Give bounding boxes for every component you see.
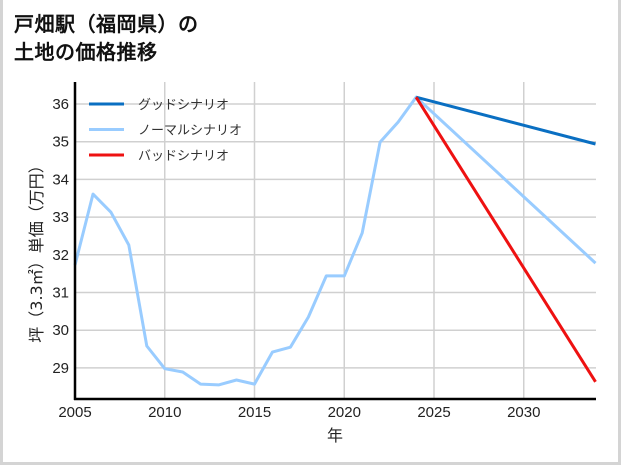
y-tick-label: 33	[52, 209, 69, 226]
x-tick-label: 2030	[507, 404, 540, 421]
data-series	[73, 95, 597, 387]
x-tick-label: 2025	[417, 404, 450, 421]
chart-panel: 戸畑駅（福岡県）の 土地の価格推移	[3, 0, 618, 462]
legend-label-2: バッドシナリオ	[138, 149, 229, 164]
x-tick-label: 2020	[328, 404, 361, 421]
legend-label-0: グッドシナリオ	[138, 98, 229, 113]
y-tick-label: 29	[52, 360, 69, 377]
y-tick-label: 31	[52, 285, 69, 302]
chart-title-line1: 戸畑駅（福岡県）の	[14, 12, 199, 36]
y-tick-label: 30	[52, 322, 69, 339]
chart-title-line2: 土地の価格推移	[14, 40, 158, 64]
y-axis-label: 坪（3.3㎡）単価（万円）	[27, 157, 46, 342]
legend-label-1: ノーマルシナリオ	[138, 124, 242, 139]
series-line-0	[415, 95, 596, 146]
grid-lines	[75, 82, 596, 399]
y-tick-label: 34	[52, 171, 69, 188]
x-tick-label: 2005	[58, 404, 91, 421]
y-tick-label: 32	[52, 247, 69, 264]
y-tick-label: 36	[52, 96, 69, 113]
x-tick-label: 2010	[148, 404, 181, 421]
axes	[73, 82, 596, 401]
chart-title: 戸畑駅（福岡県）の 土地の価格推移	[14, 10, 199, 66]
x-axis-label: 年	[327, 426, 343, 445]
y-tick-label: 35	[52, 134, 69, 151]
series-line-2	[414, 96, 597, 383]
tick-labels: 2005 2010 2015 2020 2025 2030 29 30 31 32 33 34 35 36	[52, 96, 540, 421]
series-line-1	[73, 95, 597, 387]
x-tick-label: 2015	[238, 404, 271, 421]
